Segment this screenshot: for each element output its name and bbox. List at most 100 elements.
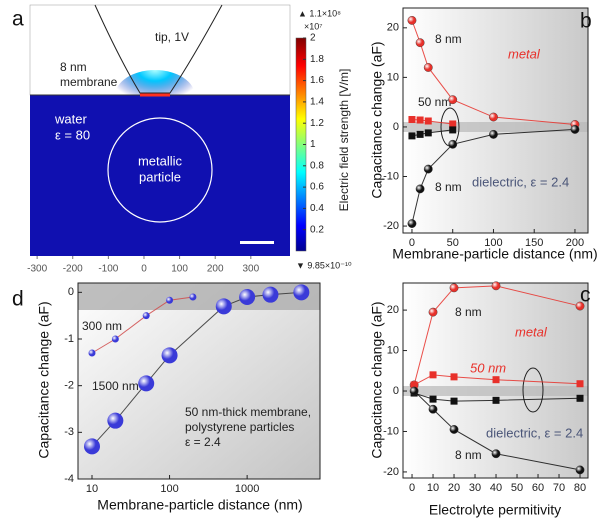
marker <box>138 375 155 392</box>
tip-apex-field <box>140 93 170 97</box>
marker <box>491 281 501 291</box>
plot-frame <box>77 282 321 480</box>
y-tick-label: -4 <box>64 473 74 485</box>
x-axis-title: Electrolyte permitivity <box>429 502 561 518</box>
colorbar-title: Electric field strength [V/m] <box>337 69 351 212</box>
marker <box>409 386 419 396</box>
marker <box>428 307 438 317</box>
x-tick-label: 300 <box>242 264 259 275</box>
x-tick-label: 150 <box>525 237 543 249</box>
marker <box>449 120 457 128</box>
marker <box>489 129 498 139</box>
y-axis-title: Capacitance change (aF) <box>369 41 385 198</box>
marker <box>575 301 585 311</box>
annotation: polystyrene particles <box>185 420 294 434</box>
particle-outline <box>107 117 213 223</box>
colorbar-tick-label: 1.4 <box>310 97 324 108</box>
marker <box>492 376 500 384</box>
marker <box>415 184 425 194</box>
x-axis-title: Membrane-particle distance (nm) <box>392 246 597 262</box>
annotation: 50 nm <box>418 95 451 109</box>
y-tick-label: 20 <box>387 304 399 316</box>
y-tick-label: 10 <box>387 344 399 356</box>
annotation: 50 nm <box>470 360 506 375</box>
x-tick-label: 70 <box>553 482 565 494</box>
panel-label: a <box>12 8 24 31</box>
colorbar-tick-label: 2 <box>310 33 316 44</box>
y-tick-label: 20 <box>387 22 399 34</box>
water-region <box>30 95 290 256</box>
y-axis-title: Capacitance change (aF) <box>36 301 52 458</box>
annotation: water <box>54 111 87 126</box>
colorbar-min: ▼ 9.85×10⁻¹⁰ <box>296 260 352 270</box>
marker <box>416 116 424 124</box>
series-line <box>411 129 453 137</box>
marker <box>415 38 425 48</box>
marker <box>215 298 232 315</box>
marker <box>450 397 458 405</box>
y-tick-label: 0 <box>393 121 399 133</box>
marker <box>88 349 96 357</box>
noise-band <box>403 122 588 132</box>
annotation: 8 nm <box>455 448 482 462</box>
scale-bar <box>240 241 274 244</box>
annotation: dielectric, ε = 2.4 <box>472 174 569 189</box>
x-tick-label: 200 <box>207 264 224 275</box>
x-tick-label: 100 <box>171 264 188 275</box>
marker <box>492 396 500 404</box>
annotation: ε = 2.4 <box>185 435 221 449</box>
marker <box>161 347 178 364</box>
annotation: membrane <box>60 75 118 89</box>
annotation: 1500 nm <box>92 379 139 393</box>
x-tick-label: 50 <box>447 237 459 249</box>
annotation: particle <box>139 169 181 184</box>
marker <box>448 95 458 105</box>
annotation: 8 nm <box>435 180 462 194</box>
y-tick-label: 0 <box>393 385 399 397</box>
colorbar-tick-label: 1.6 <box>310 75 324 86</box>
x-tick-label: 200 <box>566 237 584 249</box>
marker <box>448 139 458 149</box>
marker <box>408 132 416 140</box>
noise-band <box>78 283 320 310</box>
x-tick-label: 0 <box>409 482 415 494</box>
x-tick-label: -300 <box>27 264 47 275</box>
marker <box>424 129 432 137</box>
marker <box>570 125 580 134</box>
y-tick-label: -10 <box>383 170 399 182</box>
x-tick-label: 10 <box>427 482 439 494</box>
colorbar-tick-label: 0.8 <box>310 160 324 171</box>
y-tick-label: -3 <box>64 426 74 438</box>
y-tick-label: -10 <box>383 425 399 437</box>
annotation: tip, 1V <box>155 30 189 44</box>
y-tick-label: -20 <box>383 220 399 232</box>
y-tick-label: -1 <box>64 333 74 345</box>
marker <box>107 412 124 429</box>
panel-label: c <box>580 284 591 307</box>
series-line <box>411 119 453 125</box>
marker <box>239 289 256 305</box>
marker <box>407 219 417 228</box>
marker <box>423 63 433 72</box>
x-tick-label: 60 <box>532 482 544 494</box>
x-tick-label: 10 <box>86 483 98 495</box>
x-tick-label: -200 <box>63 264 83 275</box>
marker <box>449 126 457 134</box>
y-tick-label: -2 <box>64 380 74 392</box>
x-tick-label: 0 <box>409 237 415 249</box>
x-tick-label: 100 <box>160 483 178 495</box>
colorbar-tick-label: 0.2 <box>310 224 324 235</box>
marker <box>449 425 459 434</box>
colorbar-max: ▲ 1.1×10⁸ <box>298 8 341 18</box>
marker <box>576 380 584 388</box>
colorbar-scale: ×10⁷ <box>304 21 323 31</box>
annotation: metal <box>515 324 548 339</box>
marker <box>491 449 501 459</box>
x-tick-label: 40 <box>490 482 502 494</box>
colorbar-tick-label: 1.2 <box>310 118 324 129</box>
annotation: dielectric, ε = 2.4 <box>486 425 583 440</box>
colorbar-tick-label: 0.6 <box>310 182 324 193</box>
marker <box>408 116 416 124</box>
colorbar-tick-label: 1 <box>310 139 316 150</box>
